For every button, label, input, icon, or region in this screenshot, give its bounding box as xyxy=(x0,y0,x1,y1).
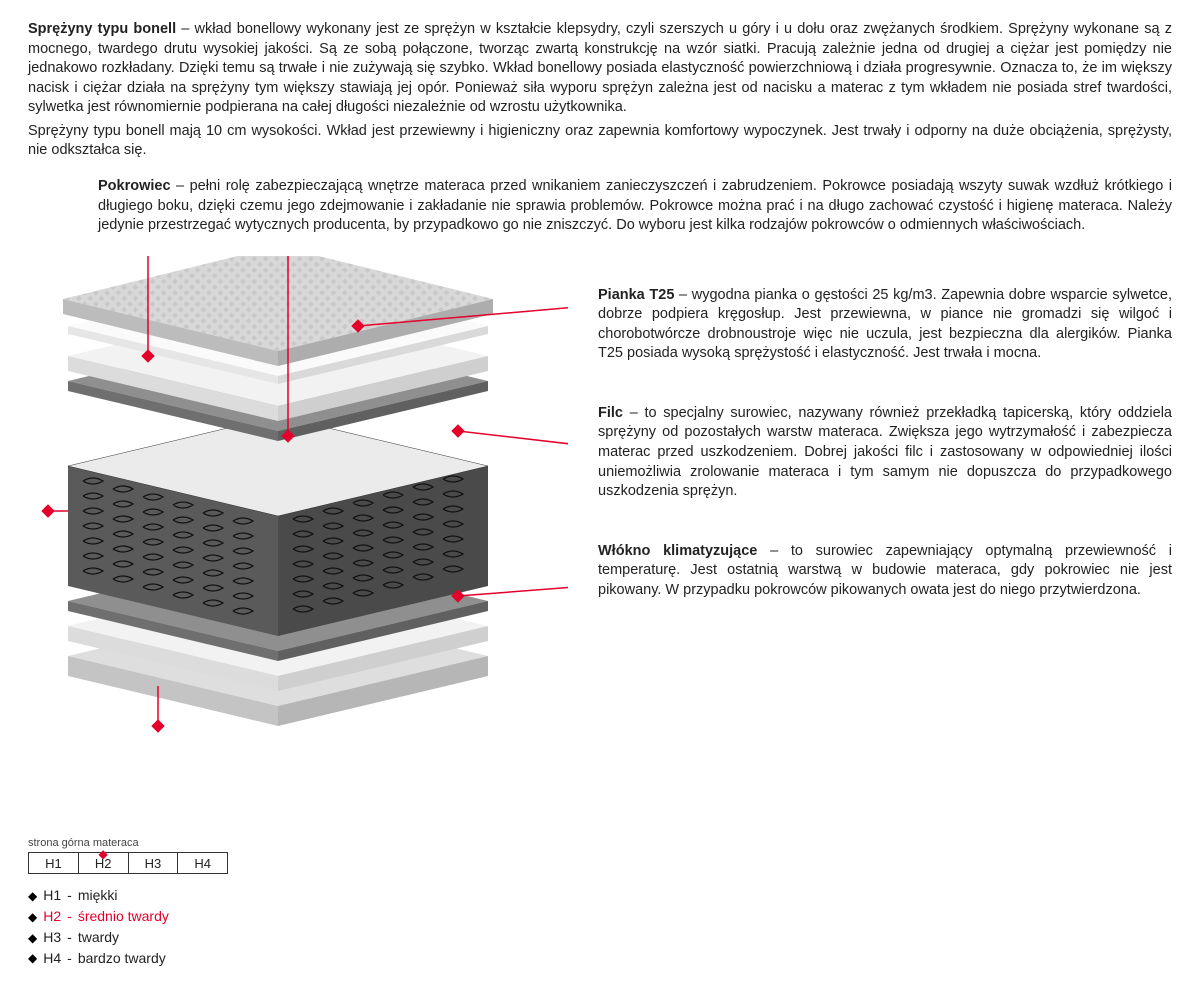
legend-cell-label: H3 xyxy=(145,855,162,873)
diamond-icon: ◆ xyxy=(28,909,37,925)
hardness-label: średnio twardy xyxy=(78,907,169,926)
legend-caption: strona górna materaca xyxy=(28,836,1172,851)
hardness-dash: - xyxy=(67,928,72,947)
main-area: Pianka T25 – wygodna pianka o gęstości 2… xyxy=(28,256,1172,776)
legend-cell-h1: H1 xyxy=(29,853,79,873)
legend-cell-label: H4 xyxy=(194,855,211,873)
wlokno-bold: Włókno klimatyzujące xyxy=(598,543,757,559)
mattress-diagram xyxy=(28,256,568,776)
wlokno-block: Włókno klimatyzujące – to surowiec zapew… xyxy=(598,542,1172,601)
pokrowiec-bold: Pokrowiec xyxy=(98,178,171,194)
hardness-list: ◆ H1 - miękki ◆ H2 - średnio twardy ◆ H3… xyxy=(28,886,1172,968)
hardness-label: miękki xyxy=(78,886,118,905)
filc-bold: Filc xyxy=(598,405,623,421)
hardness-item-h4: ◆ H4 - bardzo twardy xyxy=(28,949,1172,968)
hardness-code: H1 xyxy=(43,886,61,905)
legend-active-marker: ◆ xyxy=(99,846,108,862)
intro-bold: Sprężyny typu bonell xyxy=(28,21,176,37)
legend-cell-label: H1 xyxy=(45,855,62,873)
hardness-item-h3: ◆ H3 - twardy xyxy=(28,928,1172,947)
pianka-block: Pianka T25 – wygodna pianka o gęstości 2… xyxy=(598,286,1172,364)
hardness-dash: - xyxy=(67,949,72,968)
hardness-dash: - xyxy=(67,886,72,905)
diagram-wrap xyxy=(28,256,568,776)
hardness-label: twardy xyxy=(78,928,119,947)
hardness-item-h1: ◆ H1 - miękki xyxy=(28,886,1172,905)
hardness-code: H3 xyxy=(43,928,61,947)
filc-text: – to specjalny surowiec, nazywany równie… xyxy=(598,405,1172,499)
hardness-code: H2 xyxy=(43,907,61,926)
diamond-icon: ◆ xyxy=(28,888,37,904)
hardness-dash: - xyxy=(67,907,72,926)
legend-boxes: H1 ◆ H2 H3 H4 xyxy=(28,852,228,874)
filc-block: Filc – to specjalny surowiec, nazywany r… xyxy=(598,404,1172,502)
intro-para-1: Sprężyny typu bonell – wkład bonellowy w… xyxy=(28,20,1172,118)
hardness-item-h2: ◆ H2 - średnio twardy xyxy=(28,907,1172,926)
hardness-code: H4 xyxy=(43,949,61,968)
hardness-label: bardzo twardy xyxy=(78,949,166,968)
legend-cell-h3: H3 xyxy=(129,853,179,873)
pianka-text: – wygodna pianka o gęstości 25 kg/m3. Za… xyxy=(598,287,1172,362)
pianka-bold: Pianka T25 xyxy=(598,287,674,303)
legend-cell-h2: ◆ H2 xyxy=(79,853,129,873)
right-column: Pianka T25 – wygodna pianka o gęstości 2… xyxy=(598,256,1172,776)
legend-cell-h4: H4 xyxy=(178,853,227,873)
diamond-icon: ◆ xyxy=(28,950,37,966)
pokrowiec-text: – pełni rolę zabezpieczającą wnętrze mat… xyxy=(98,178,1172,233)
diamond-icon: ◆ xyxy=(28,930,37,946)
intro-text-1: – wkład bonellowy wykonany jest ze spręż… xyxy=(28,21,1172,115)
pokrowiec-para: Pokrowiec – pełni rolę zabezpieczającą w… xyxy=(98,177,1172,236)
intro-para-2: Sprężyny typu bonell mają 10 cm wysokośc… xyxy=(28,122,1172,161)
legend: strona górna materaca H1 ◆ H2 H3 H4 ◆ H1… xyxy=(28,836,1172,968)
